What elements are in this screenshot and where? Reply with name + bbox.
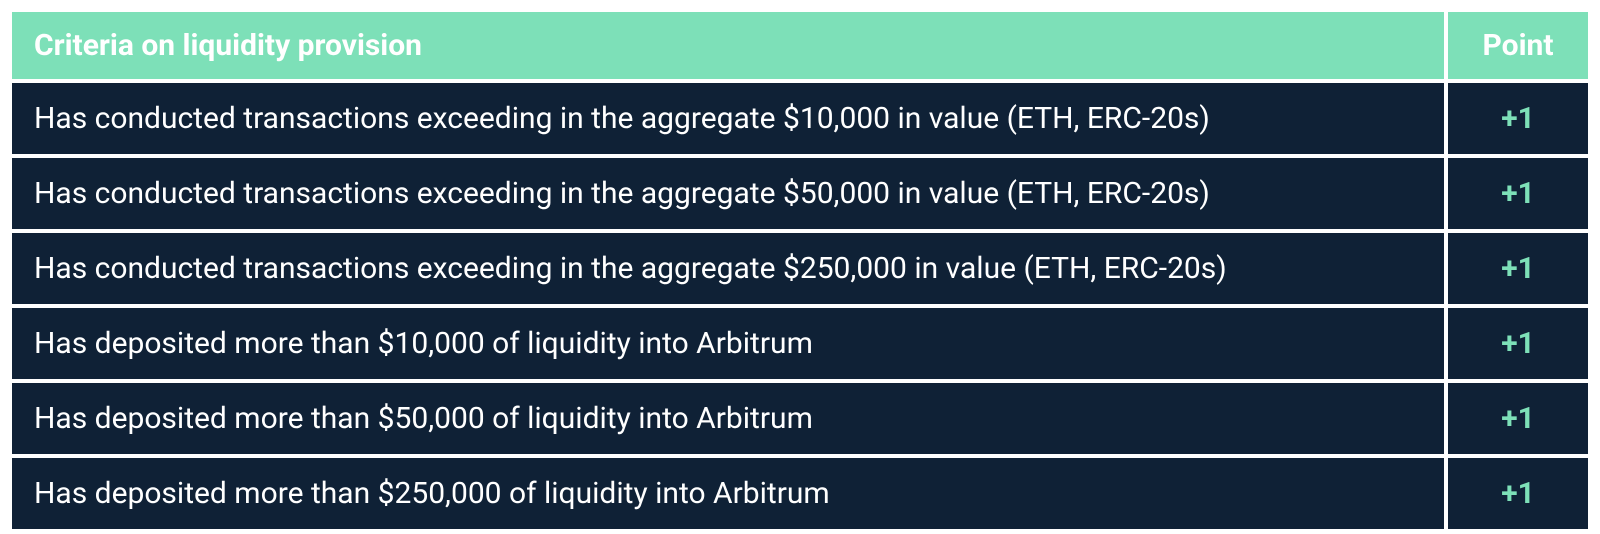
criteria-cell: Has deposited more than $50,000 of liqui…: [12, 383, 1444, 454]
point-cell: +1: [1448, 308, 1588, 379]
table-row: Has conducted transactions exceeding in …: [12, 83, 1588, 154]
point-cell: +1: [1448, 233, 1588, 304]
criteria-cell: Has conducted transactions exceeding in …: [12, 233, 1444, 304]
table-body: Has conducted transactions exceeding in …: [12, 83, 1588, 529]
criteria-cell: Has deposited more than $10,000 of liqui…: [12, 308, 1444, 379]
point-cell: +1: [1448, 383, 1588, 454]
table-row: Has deposited more than $10,000 of liqui…: [12, 308, 1588, 379]
table-header-row: Criteria on liquidity provision Point: [12, 12, 1588, 79]
table-row: Has deposited more than $50,000 of liqui…: [12, 383, 1588, 454]
table-row: Has conducted transactions exceeding in …: [12, 158, 1588, 229]
point-cell: +1: [1448, 158, 1588, 229]
criteria-cell: Has conducted transactions exceeding in …: [12, 158, 1444, 229]
point-cell: +1: [1448, 83, 1588, 154]
table-row: Has deposited more than $250,000 of liqu…: [12, 458, 1588, 529]
criteria-cell: Has deposited more than $250,000 of liqu…: [12, 458, 1444, 529]
criteria-table: Criteria on liquidity provision Point Ha…: [8, 8, 1592, 533]
table-row: Has conducted transactions exceeding in …: [12, 233, 1588, 304]
criteria-cell: Has conducted transactions exceeding in …: [12, 83, 1444, 154]
point-cell: +1: [1448, 458, 1588, 529]
criteria-header: Criteria on liquidity provision: [12, 12, 1444, 79]
point-header: Point: [1448, 12, 1588, 79]
